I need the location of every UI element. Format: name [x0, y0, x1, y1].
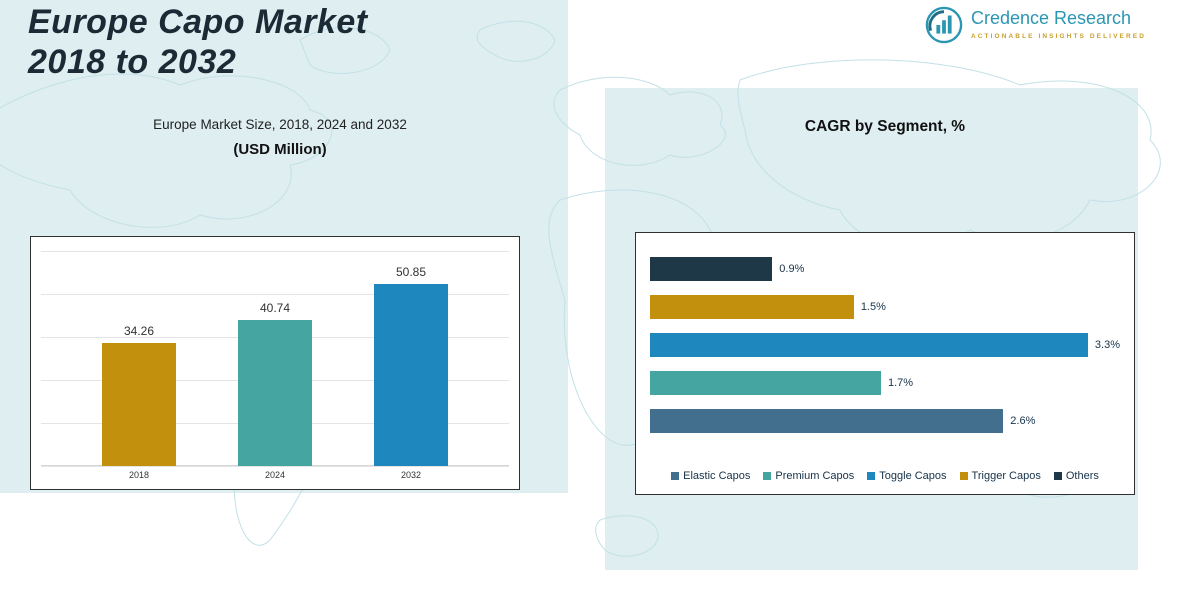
cagr-value-label: 0.9%: [779, 263, 805, 275]
bar-group-2018: 34.26: [102, 324, 176, 466]
bar-2018: [102, 343, 176, 466]
logo-tagline: Actionable Insights Delivered: [970, 32, 1146, 40]
page-title: Europe Capo Market 2018 to 2032: [28, 2, 368, 82]
legend-swatch: [671, 472, 680, 480]
bar-chart-plot-area: 34.26 40.74 50.85: [41, 251, 509, 467]
legend-swatch: [867, 472, 876, 480]
cagr-row-toggle-capos: 3.3%: [650, 333, 1120, 357]
cagr-bar-toggle-capos: [650, 333, 1088, 357]
cagr-row-others: 0.9%: [650, 257, 1120, 281]
gridline: [41, 294, 509, 295]
cagr-row-trigger-capos: 1.5%: [650, 295, 1120, 319]
bar-value-label: 40.74: [259, 301, 291, 316]
bar-chart-x-axis-labels: 2018 2024 2032: [41, 470, 509, 480]
cagr-value-label: 3.3%: [1094, 339, 1120, 351]
cagr-row-elastic-capos: 2.6%: [650, 409, 1120, 433]
x-axis-label-2032: 2032: [400, 470, 422, 480]
right-chart-title: CAGR by Segment, %: [804, 118, 966, 135]
left-chart-subtitle: (USD Million): [233, 141, 327, 158]
left-chart-title: Europe Market Size, 2018, 2024 and 2032: [153, 117, 407, 132]
cagr-bar-elastic-capos: [650, 409, 1004, 433]
legend-item-premium-capos: Premium Capos: [763, 470, 854, 482]
cagr-legend: Elastic Capos Premium Capos Toggle Capos Tr…: [636, 470, 1134, 482]
cagr-value-label: 2.6%: [1010, 415, 1036, 427]
cagr-bar-chart: 0.9% 1.5% 3.3% 1.7% 2.6% Elastic Capos Premiu…: [635, 232, 1135, 495]
page-title-line2: 2018 to 2032: [28, 43, 237, 82]
legend-item-toggle-capos: Toggle Capos: [867, 470, 947, 482]
cagr-bar-premium-capos: [650, 371, 881, 395]
legend-label: Premium Capos: [775, 470, 855, 482]
bar-2024: [238, 320, 312, 466]
legend-label: Elastic Capos: [683, 470, 751, 482]
logo-icon: [925, 6, 963, 44]
legend-label: Toggle Capos: [879, 470, 947, 482]
bar-2032: [374, 283, 448, 466]
bar-value-label: 34.26: [123, 324, 155, 339]
logo-name: Credence Research: [970, 8, 1132, 28]
legend-label: Trigger Capos: [971, 470, 1041, 482]
gridline: [41, 251, 509, 252]
gridline: [41, 466, 509, 467]
bar-groups: 34.26 40.74 50.85: [41, 251, 509, 466]
legend-label: Others: [1065, 470, 1099, 482]
cagr-bar-trigger-capos: [650, 295, 854, 319]
x-axis-label-2024: 2024: [264, 470, 286, 480]
legend-item-trigger-capos: Trigger Capos: [959, 470, 1041, 482]
cagr-bar-rows: 0.9% 1.5% 3.3% 1.7% 2.6%: [650, 257, 1120, 447]
bar-value-label: 50.85: [395, 264, 427, 279]
cagr-value-label: 1.5%: [860, 301, 886, 313]
legend-swatch: [959, 472, 968, 480]
x-axis-label-2018: 2018: [128, 470, 150, 480]
legend-item-elastic-capos: Elastic Capos: [671, 470, 750, 482]
cagr-bar-others: [650, 257, 773, 281]
cagr-row-premium-capos: 1.7%: [650, 371, 1120, 395]
market-size-bar-chart: 34.26 40.74 50.85 2018 2024 2032: [30, 236, 520, 490]
bar-group-2032: 50.85: [374, 265, 448, 466]
logo-text: Credence Research Actionable Insights De…: [971, 6, 1146, 40]
legend-item-others: Others: [1053, 470, 1099, 482]
logo[interactable]: Credence Research Actionable Insights De…: [925, 6, 1146, 44]
legend-swatch: [1053, 472, 1062, 480]
cagr-value-label: 1.7%: [888, 377, 914, 389]
legend-swatch: [763, 472, 772, 480]
page-title-line1: Europe Capo Market: [28, 3, 368, 41]
bar-group-2024: 40.74: [238, 301, 312, 466]
